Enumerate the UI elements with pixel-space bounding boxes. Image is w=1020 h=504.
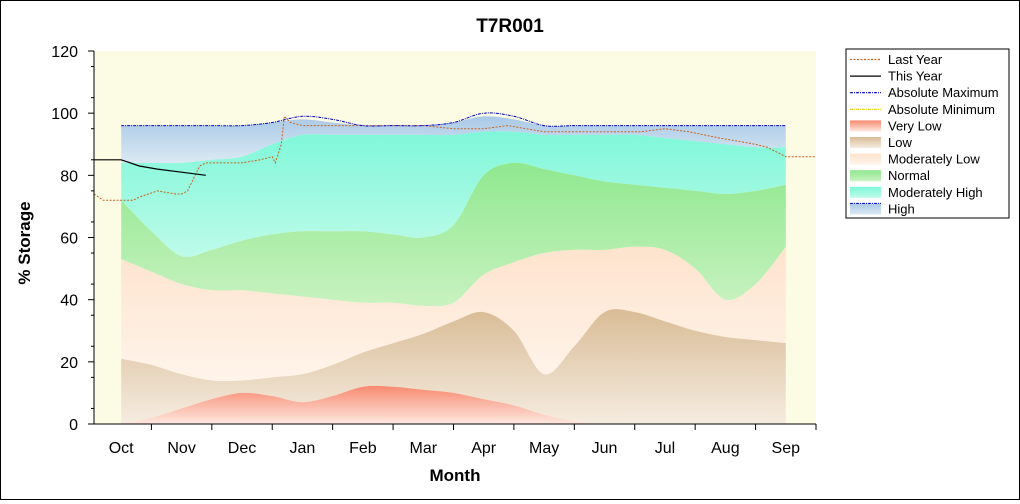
legend-label-absolute-maximum: Absolute Maximum xyxy=(888,85,999,100)
legend-label-very-low: Very Low xyxy=(888,118,942,133)
legend-swatch-high xyxy=(850,203,881,215)
band-moderately-high xyxy=(121,131,786,257)
band-low xyxy=(121,309,786,425)
band-very-low xyxy=(121,385,786,425)
legend-label-normal: Normal xyxy=(888,168,930,183)
y-axis-title: % Storage xyxy=(15,201,34,284)
legend-swatch-moderately-low xyxy=(850,153,881,165)
x-tick-label: Dec xyxy=(228,440,256,457)
x-tick-label: Sep xyxy=(772,440,801,457)
series-this-year xyxy=(94,159,206,176)
y-tick-label: 100 xyxy=(51,106,78,123)
x-axis-title: Month xyxy=(430,466,481,485)
y-tick-label: 20 xyxy=(60,355,78,372)
band-high xyxy=(121,116,786,164)
legend-label-low: Low xyxy=(888,135,912,150)
x-tick-label: Oct xyxy=(109,440,134,457)
x-tick-label: Jun xyxy=(592,440,618,457)
legend-label-moderately-low: Moderately Low xyxy=(888,152,980,167)
x-tick-label: Apr xyxy=(471,440,497,457)
y-tick-label: 40 xyxy=(60,293,78,310)
legend-swatch-normal xyxy=(850,170,881,182)
legend-label-absolute-minimum: Absolute Minimum xyxy=(888,102,995,117)
legend-swatch-moderately-high xyxy=(850,186,881,198)
series-absolute-maximum xyxy=(121,112,786,127)
legend-label-last-year: Last Year xyxy=(888,52,943,67)
chart-title: T7R001 xyxy=(476,16,544,37)
legend-label-moderately-high: Moderately High xyxy=(888,185,983,200)
y-axis-ticks: 0 20 40 60 80 100 120 xyxy=(51,44,94,434)
legend-label-this-year: This Year xyxy=(888,69,943,84)
x-tick-label: Feb xyxy=(349,440,377,457)
y-tick-label: 0 xyxy=(69,417,78,434)
x-tick-label: Jan xyxy=(290,440,316,457)
x-tick-label: Jul xyxy=(655,440,675,457)
band-normal xyxy=(121,162,786,307)
x-tick-label: May xyxy=(529,440,559,457)
series-last-year xyxy=(93,115,816,201)
band-layer xyxy=(121,116,786,425)
y-tick-label: 80 xyxy=(60,168,78,185)
legend-swatch-very-low xyxy=(850,120,881,132)
band-moderately-low xyxy=(121,246,786,382)
legend-swatch-low xyxy=(850,137,881,148)
x-tick-label: Aug xyxy=(711,440,739,457)
y-tick-label: 120 xyxy=(51,44,78,61)
x-tick-label: Mar xyxy=(409,440,437,457)
x-tick-label: Nov xyxy=(167,440,195,457)
legend-label-high: High xyxy=(888,201,915,216)
x-axis-ticks: Oct Nov Dec Jan Feb Mar Apr May Jun Jul Aug Sep xyxy=(109,424,817,457)
y-tick-label: 60 xyxy=(60,231,78,248)
